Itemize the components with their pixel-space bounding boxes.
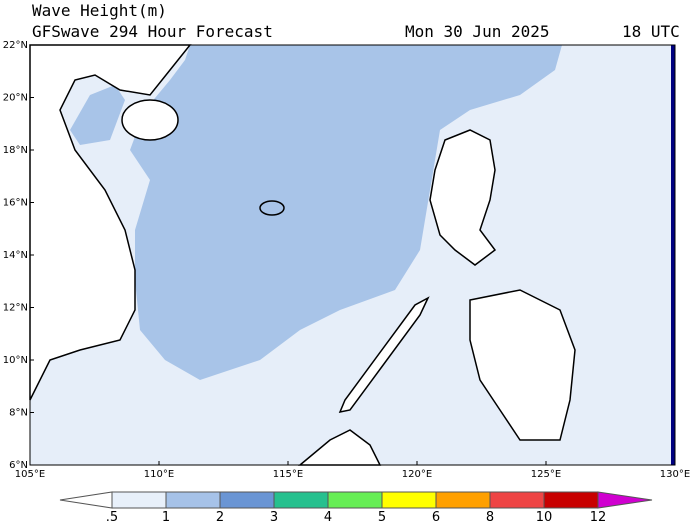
colorbar-segment	[219, 491, 275, 509]
colorbar-label: 8	[486, 510, 494, 525]
luzon	[429, 129, 497, 266]
lat-label: 22°N	[3, 40, 28, 51]
sea-medium	[130, 45, 562, 380]
hainan	[121, 99, 179, 141]
colorbar-segment	[165, 491, 221, 509]
date: Mon 30 Jun 2025	[405, 22, 550, 41]
colorbar-label: 12	[590, 510, 607, 525]
lat-label: 18°N	[3, 145, 28, 156]
title: Wave Height(m)	[32, 1, 167, 20]
colorbar-segment	[543, 491, 599, 509]
colorbar-label: 5	[378, 510, 386, 525]
land	[29, 44, 192, 401]
map	[29, 44, 676, 466]
lon-label: 110°E	[144, 469, 174, 480]
colorbar-segment	[327, 491, 383, 509]
lat-label: 12°N	[3, 303, 28, 314]
colorbar-label: 1	[162, 510, 170, 525]
colorbar-under	[59, 491, 113, 509]
island	[259, 200, 285, 216]
colorbar-over	[597, 491, 653, 509]
colorbar-label: 6	[432, 510, 440, 525]
lon-label: 105°E	[15, 469, 45, 480]
colorbar-label: 2	[216, 510, 224, 525]
lat-label: 8°N	[9, 408, 28, 419]
lon-label: 130°E	[660, 469, 690, 480]
colorbar-segment	[111, 491, 167, 509]
colorbar-label: .5	[106, 510, 118, 525]
colorbar-label: 10	[536, 510, 553, 525]
colorbar-label: 3	[270, 510, 278, 525]
colorbar-segment	[435, 491, 491, 509]
lat-label: 14°N	[3, 250, 28, 261]
lon-label: 125°E	[531, 469, 561, 480]
mindanao-visayas	[469, 289, 576, 441]
colorbar-label: 4	[324, 510, 332, 525]
time: 18 UTC	[622, 22, 680, 41]
palawan	[338, 296, 430, 414]
edge-band	[671, 45, 675, 465]
lon-label: 120°E	[402, 469, 432, 480]
lon-label: 115°E	[273, 469, 303, 480]
colorbar-segment	[489, 491, 545, 509]
lat-label: 16°N	[3, 198, 28, 209]
lat-label: 6°N	[9, 460, 28, 471]
sea-medium	[70, 85, 125, 145]
subtitle: GFSwave 294 Hour Forecast	[32, 22, 273, 41]
lat-label: 10°N	[3, 355, 28, 366]
colorbar-segment	[381, 491, 437, 509]
colorbar-segment	[273, 491, 329, 509]
lat-label: 20°N	[3, 93, 28, 104]
